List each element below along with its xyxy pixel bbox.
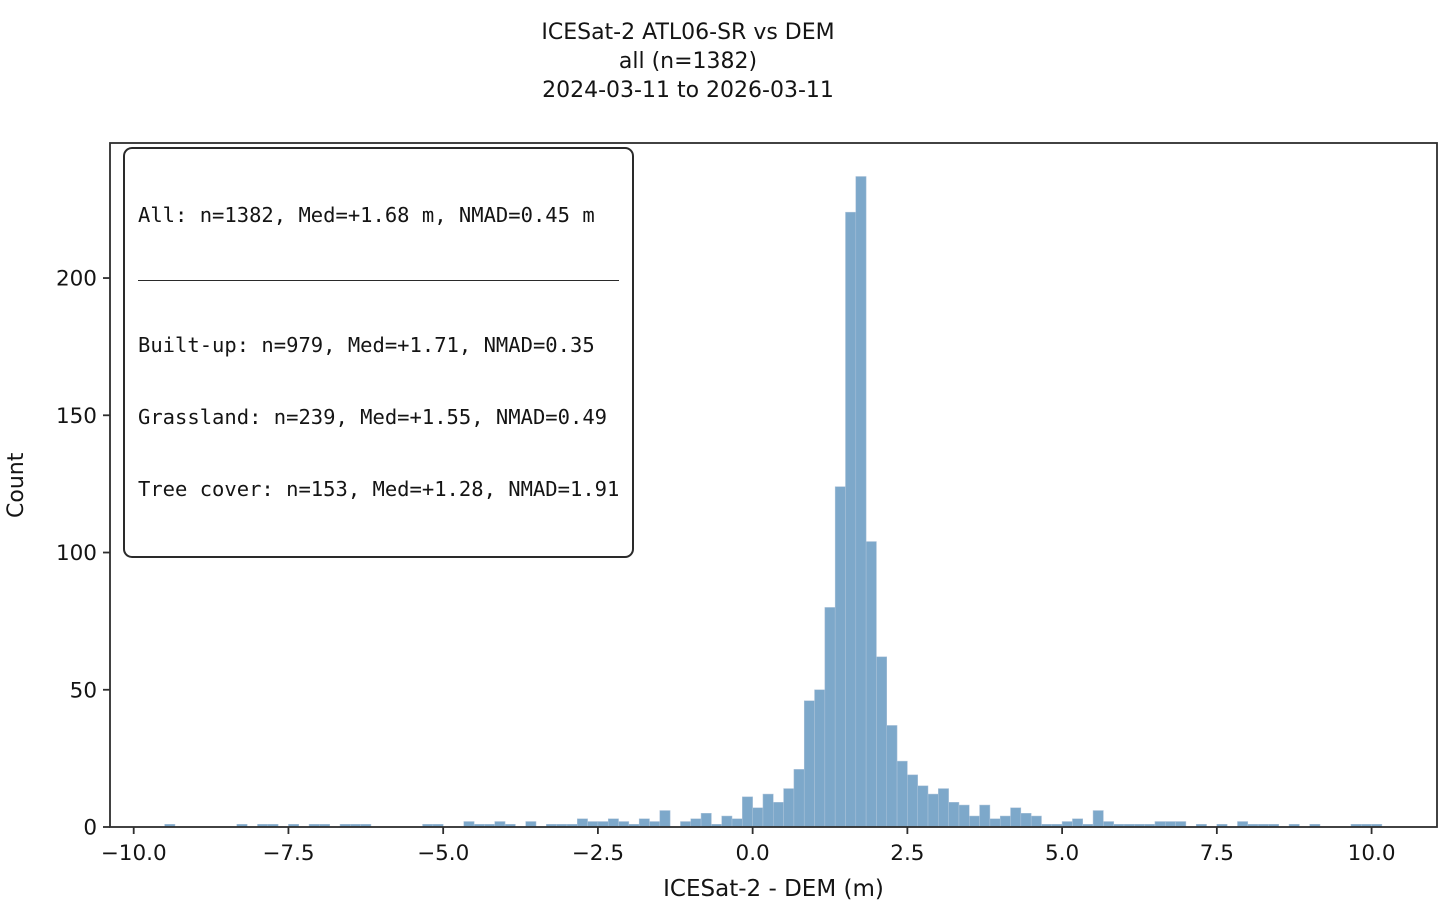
- x-tick-label: −5.0: [417, 841, 469, 866]
- x-tick-label: −7.5: [262, 841, 314, 866]
- histogram-bar: [773, 802, 784, 828]
- x-tick-label: −2.5: [572, 841, 624, 866]
- histogram-bar: [814, 689, 826, 828]
- histogram-bar: [834, 486, 846, 828]
- histogram-bar: [989, 818, 1001, 828]
- histogram-bar: [721, 815, 733, 828]
- histogram-bar: [979, 804, 991, 828]
- x-tick-label: 10.0: [1348, 841, 1396, 866]
- histogram-bar: [824, 607, 836, 828]
- stats-legend-box: All: n=1382, Med=+1.68 m, NMAD=0.45 m Bu…: [123, 147, 635, 558]
- histogram-bar: [783, 788, 795, 828]
- histogram-bar: [793, 769, 805, 828]
- x-tick-label: 0.0: [736, 841, 770, 866]
- chart-title: ICESat-2 ATL06-SR vs DEM all (n=1382) 20…: [338, 18, 1038, 105]
- x-tick-label: 7.5: [1200, 841, 1234, 866]
- histogram-bar: [876, 656, 887, 828]
- histogram-bar: [762, 793, 774, 828]
- histogram-bar: [1030, 815, 1042, 828]
- histogram-bar: [886, 725, 898, 828]
- y-tick-label: 150: [56, 404, 97, 429]
- histogram-bar: [865, 541, 877, 828]
- stats-line-tree-cover: Tree cover: n=153, Med=+1.28, NMAD=1.91: [138, 477, 620, 501]
- histogram-bar: [938, 788, 949, 828]
- histogram-bar: [731, 818, 743, 828]
- chart-title-line1: ICESat-2 ATL06-SR vs DEM: [541, 20, 835, 45]
- x-tick-label: −10.0: [101, 841, 167, 866]
- histogram-bar: [1072, 818, 1084, 828]
- chart-title-line3: 2024-03-11 to 2026-03-11: [542, 78, 834, 103]
- histogram-bar: [577, 818, 588, 828]
- histogram-bar: [896, 760, 908, 828]
- y-tick-label: 0: [83, 816, 97, 841]
- stats-line-built-up: Built-up: n=979, Med=+1.71, NMAD=0.35: [138, 333, 595, 357]
- histogram-bar: [690, 818, 702, 828]
- histogram-bar: [803, 700, 815, 828]
- histogram-bar: [752, 807, 764, 828]
- x-tick-label: 2.5: [890, 841, 924, 866]
- stats-line-grassland: Grassland: n=239, Med=+1.55, NMAD=0.49: [138, 405, 607, 429]
- stats-line-all: All: n=1382, Med=+1.68 m, NMAD=0.45 m: [138, 203, 595, 227]
- histogram-bar: [1010, 807, 1022, 828]
- histogram-bar: [969, 815, 980, 828]
- histogram-bar: [659, 810, 671, 828]
- histogram-bar: [917, 785, 929, 828]
- plot-frame: [109, 142, 1438, 828]
- histogram-bar: [907, 774, 918, 828]
- histogram-bar: [1020, 813, 1032, 828]
- x-tick-label: 5.0: [1045, 841, 1079, 866]
- chart-title-line2: all (n=1382): [618, 49, 758, 74]
- histogram-bar: [855, 176, 867, 828]
- y-tick-label: 200: [56, 267, 97, 292]
- histogram-bar: [927, 793, 939, 828]
- histogram-bar: [700, 813, 712, 828]
- histogram-bar: [607, 818, 619, 828]
- stats-separator: [138, 280, 620, 281]
- histogram-bar: [999, 815, 1011, 828]
- histogram-bar: [958, 804, 970, 828]
- y-tick-label: 50: [70, 678, 97, 703]
- histogram-bar: [638, 818, 650, 828]
- x-axis-label: ICESat-2 - DEM (m): [663, 876, 884, 902]
- histogram-bar: [948, 802, 960, 828]
- histogram-bar: [742, 796, 753, 828]
- y-tick-label: 100: [56, 541, 97, 566]
- histogram-bar: [845, 211, 857, 828]
- histogram-bar: [1092, 810, 1104, 828]
